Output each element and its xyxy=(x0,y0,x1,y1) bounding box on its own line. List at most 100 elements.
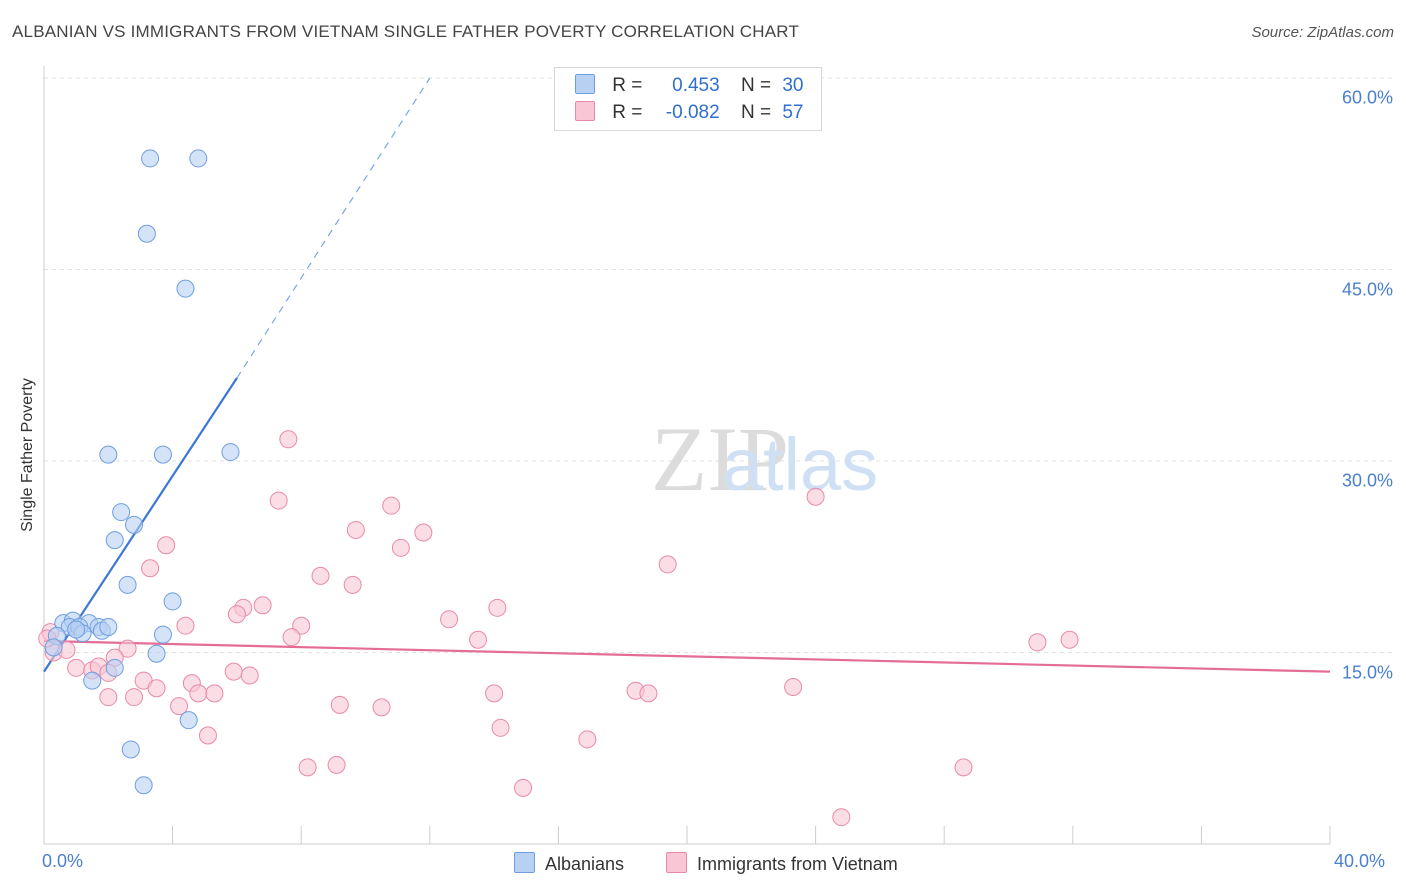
point-vietnam xyxy=(189,684,208,703)
y-tick-label: 45.0% xyxy=(1341,279,1393,299)
point-albanians xyxy=(153,445,172,464)
stats-row-albanians: R = 0.453 N = 30 xyxy=(575,74,803,100)
point-vietnam xyxy=(658,555,677,574)
point-vietnam xyxy=(176,616,195,635)
n-label: N = xyxy=(740,75,772,96)
point-albanians xyxy=(147,644,166,663)
point-albanians xyxy=(153,625,172,644)
point-vietnam xyxy=(343,575,362,594)
watermark: ZIP xyxy=(651,408,789,510)
legend-swatch-albanians xyxy=(514,852,535,873)
point-vietnam xyxy=(346,520,365,539)
albanians-swatch xyxy=(575,74,595,94)
source-label: Source: ZipAtlas.com xyxy=(1251,24,1394,41)
point-vietnam xyxy=(147,679,166,698)
n-label: N = xyxy=(740,102,772,123)
point-albanians xyxy=(105,531,124,550)
point-vietnam xyxy=(382,496,401,515)
watermark-atlas: atlas xyxy=(722,423,878,506)
point-albanians xyxy=(112,503,131,522)
point-albanians xyxy=(44,638,63,657)
point-vietnam xyxy=(485,684,504,703)
vietnam-swatch xyxy=(575,101,595,121)
point-vietnam xyxy=(298,758,317,777)
point-vietnam xyxy=(832,808,851,827)
legend-swatch-vietnam xyxy=(666,852,687,873)
point-vietnam xyxy=(639,684,658,703)
point-albanians xyxy=(118,575,137,594)
point-vietnam xyxy=(99,688,118,707)
trend-line-vietnam xyxy=(43,639,1331,673)
point-vietnam xyxy=(198,726,217,745)
y-axis-label: Single Father Poverty xyxy=(19,378,36,532)
point-vietnam xyxy=(327,755,346,774)
point-vietnam xyxy=(141,559,160,578)
data-points xyxy=(38,149,1079,827)
point-vietnam xyxy=(414,523,433,542)
trend-lines xyxy=(43,77,1331,673)
point-albanians xyxy=(163,592,182,611)
point-albanians xyxy=(179,711,198,730)
point-vietnam xyxy=(469,630,488,649)
n-value: 57 xyxy=(782,102,804,123)
point-vietnam xyxy=(806,487,825,506)
point-vietnam xyxy=(1028,633,1047,652)
axes xyxy=(43,66,1331,845)
point-vietnam xyxy=(372,698,391,717)
point-albanians xyxy=(221,443,240,462)
n-value: 30 xyxy=(782,75,804,96)
point-vietnam xyxy=(578,730,597,749)
point-vietnam xyxy=(269,491,288,510)
legend-item-albanians[interactable]: Albanians xyxy=(514,852,624,875)
point-vietnam xyxy=(253,596,272,615)
point-albanians xyxy=(189,149,208,168)
point-albanians xyxy=(99,445,118,464)
stats-row-vietnam: R = -0.082 N = 57 xyxy=(575,101,803,127)
point-albanians xyxy=(83,671,102,690)
y-tick-label: 60.0% xyxy=(1341,87,1393,108)
point-vietnam xyxy=(514,778,533,797)
point-vietnam xyxy=(330,695,349,714)
point-vietnam xyxy=(440,610,459,629)
point-vietnam xyxy=(224,662,243,681)
point-albanians xyxy=(125,515,144,534)
point-albanians xyxy=(176,279,195,298)
point-vietnam xyxy=(67,658,86,677)
point-vietnam xyxy=(227,605,246,624)
chart-title: ALBANIAN VS IMMIGRANTS FROM VIETNAM SING… xyxy=(12,22,800,41)
x-tick-min: 0.0% xyxy=(42,851,84,871)
r-label: R = xyxy=(612,102,643,123)
stats-box: R = 0.453 N = 30 R = -0.082 N = 57 xyxy=(554,67,822,131)
r-value: -0.082 xyxy=(665,102,720,123)
x-tick-max: 40.0% xyxy=(1334,851,1386,871)
point-vietnam xyxy=(311,566,330,585)
point-vietnam xyxy=(391,538,410,557)
r-value: 0.453 xyxy=(672,75,720,96)
point-vietnam xyxy=(170,697,189,716)
point-albanians xyxy=(134,776,153,795)
point-albanians xyxy=(105,658,124,677)
point-vietnam xyxy=(240,666,259,685)
point-vietnam xyxy=(205,684,224,703)
r-label: R = xyxy=(612,75,643,96)
point-vietnam xyxy=(488,598,507,617)
point-vietnam xyxy=(118,639,137,658)
point-vietnam xyxy=(1060,630,1079,649)
point-vietnam xyxy=(954,758,973,777)
point-albanians xyxy=(141,149,160,168)
point-albanians xyxy=(67,620,86,639)
point-vietnam xyxy=(279,430,298,449)
point-vietnam xyxy=(125,688,144,707)
point-vietnam xyxy=(491,718,510,737)
point-albanians xyxy=(121,740,140,759)
point-vietnam xyxy=(282,628,301,647)
legend-label: Albanians xyxy=(545,854,625,874)
grid-lines xyxy=(44,77,1394,653)
legend-item-vietnam[interactable]: Immigrants from Vietnam xyxy=(666,852,898,875)
point-vietnam xyxy=(784,677,803,696)
y-tick-label: 15.0% xyxy=(1341,662,1393,682)
point-vietnam xyxy=(157,536,176,555)
point-albanians xyxy=(137,224,156,243)
point-albanians xyxy=(99,617,118,636)
